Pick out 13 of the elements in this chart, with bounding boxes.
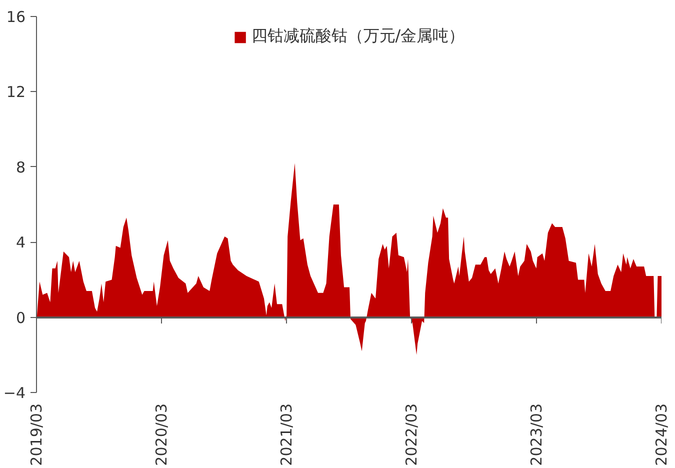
x-tick-label: 2022/03 — [402, 403, 420, 466]
y-tick-label: 16 — [6, 8, 26, 26]
y-tick-label: 0 — [16, 308, 26, 327]
y-tick-label: 4 — [16, 234, 26, 252]
x-tick-label: 2019/03 — [28, 403, 46, 466]
y-tick-label: 8 — [16, 158, 26, 176]
x-tick-label: 2023/03 — [527, 403, 546, 466]
y-tick-label: −4 — [3, 384, 26, 402]
x-tick-label: 2024/03 — [652, 403, 670, 466]
legend-label: 四钴减硫酸钴（万元/金属吨） — [251, 26, 465, 47]
y-tick-label: 12 — [6, 83, 26, 102]
x-tick-label: 2021/03 — [278, 403, 296, 466]
x-tick-label: 2020/03 — [152, 403, 171, 466]
